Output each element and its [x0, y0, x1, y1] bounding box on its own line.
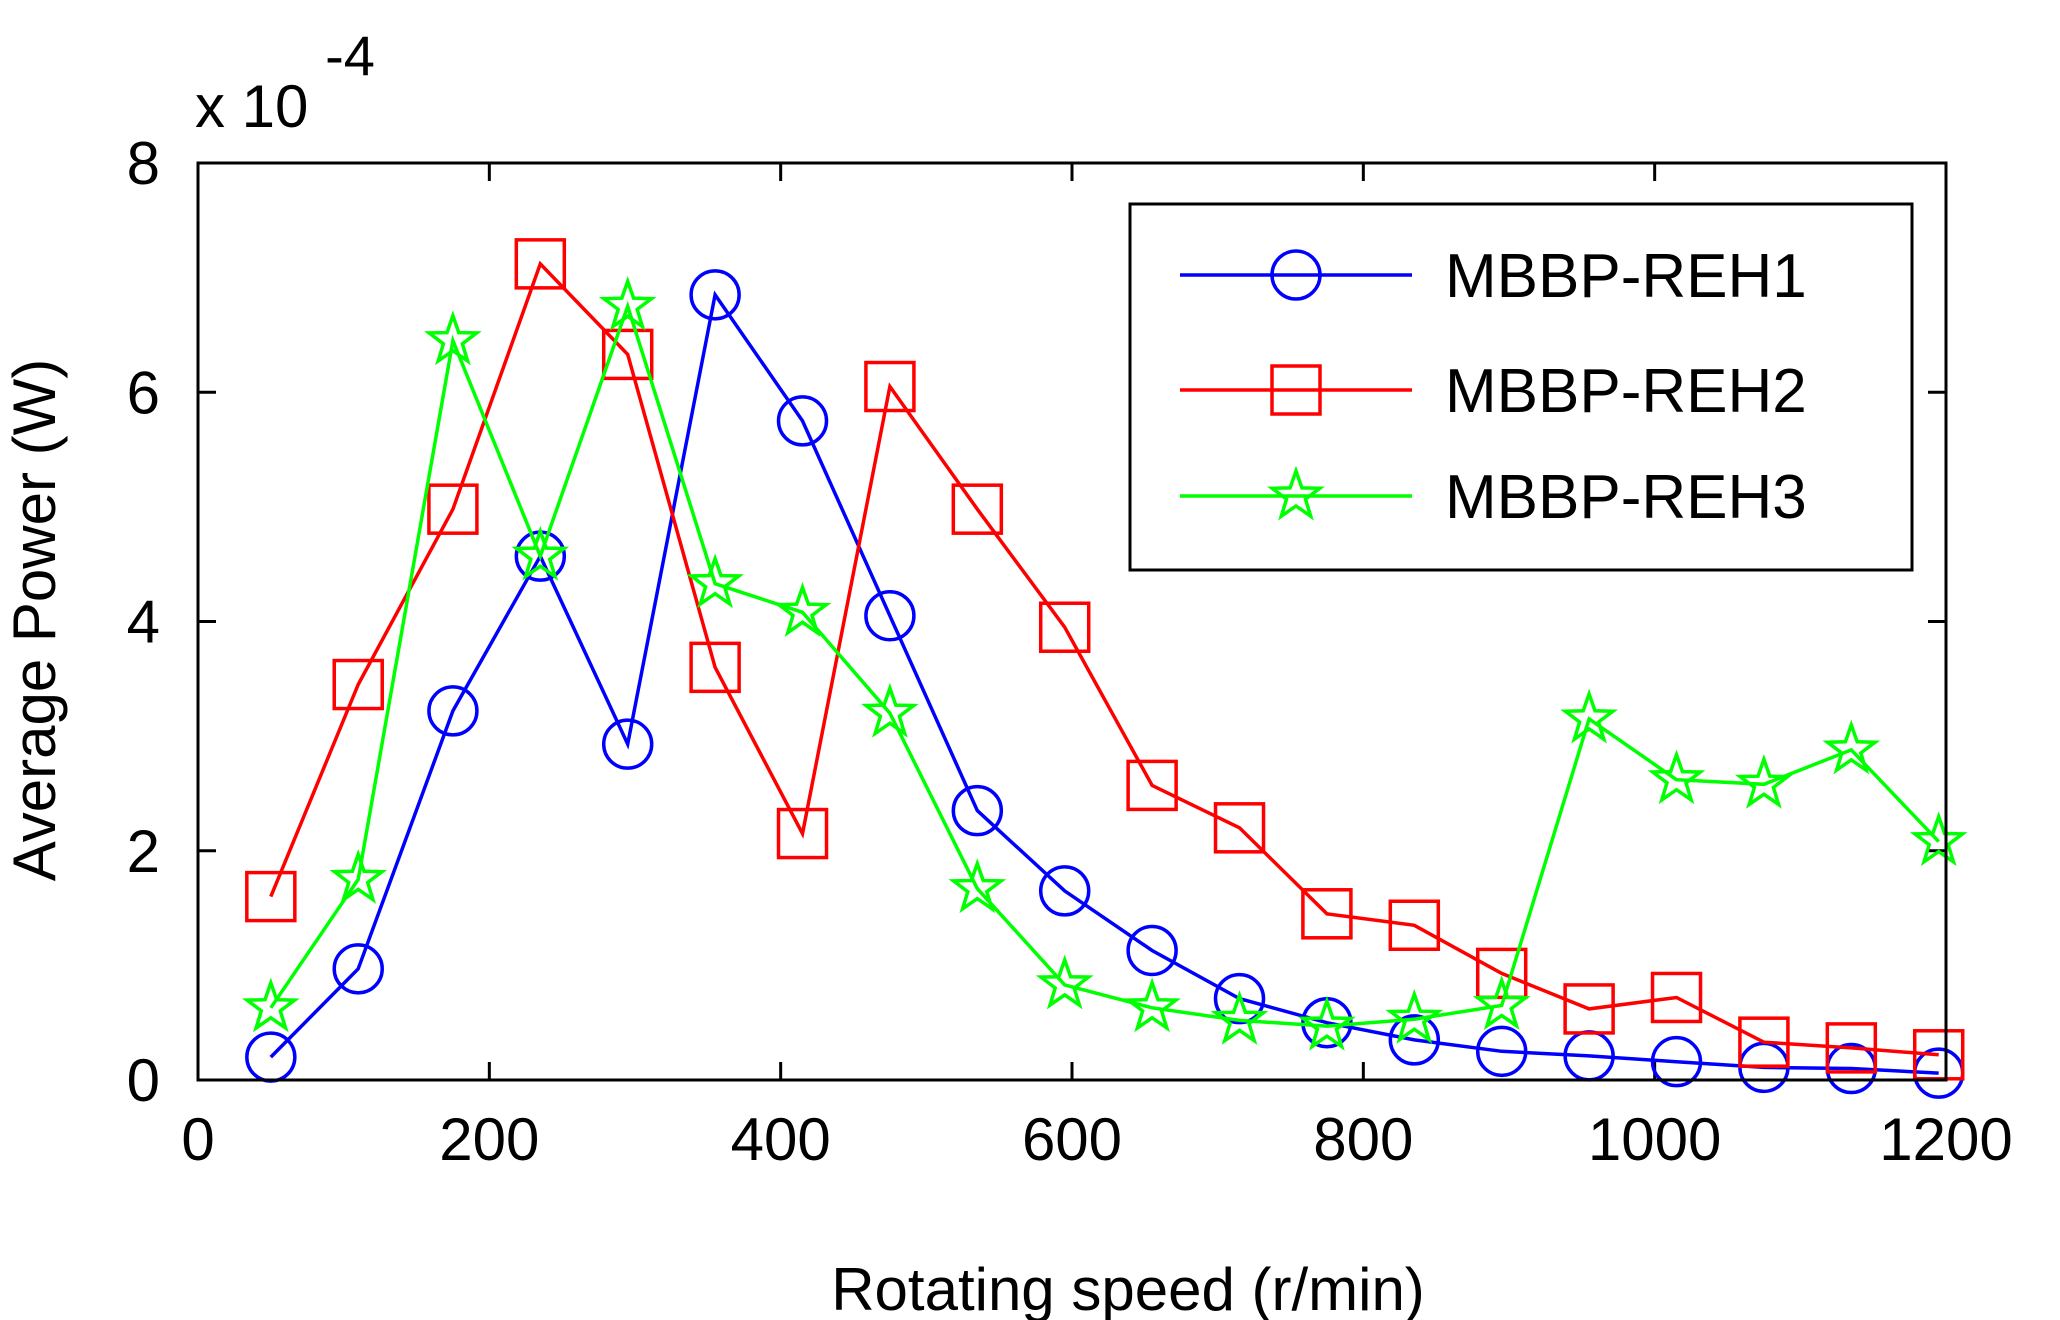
x-tick-label: 0 — [181, 1106, 214, 1173]
data-point — [1213, 802, 1266, 854]
data-point — [1735, 753, 1793, 809]
axes-frame — [196, 161, 1948, 1082]
x-tick-label: 400 — [731, 1106, 831, 1173]
legend-marker — [1270, 364, 1322, 416]
x-tick-label: 600 — [1022, 1106, 1122, 1173]
legend-marker — [1267, 465, 1325, 521]
axis-ticks: 0 200 400 600 800 1000 1200 0 2 4 6 8 — [127, 130, 2013, 1173]
data-point — [1909, 811, 1968, 867]
data-point — [1126, 759, 1178, 812]
data-point — [1475, 947, 1528, 1000]
data-point — [511, 525, 570, 581]
x-tick-label: 800 — [1313, 1106, 1413, 1173]
data-point — [689, 269, 741, 321]
y-tick-label: 8 — [127, 130, 160, 197]
plot-frame — [196, 161, 1948, 1082]
legend-item: MBBP-REH1 — [1180, 242, 1807, 311]
data-point — [1388, 899, 1441, 952]
data-point — [1472, 975, 1531, 1031]
data-point — [598, 275, 657, 331]
legend: MBBP-REH1 MBBP-REH2 MBBP-REH3 — [1128, 202, 1914, 572]
data-point — [1475, 1025, 1528, 1078]
series-line — [269, 260, 1939, 1057]
data-point — [1213, 972, 1266, 1025]
data-point — [686, 553, 744, 609]
data-point — [424, 310, 482, 366]
data-point — [245, 870, 297, 923]
data-point — [951, 483, 1004, 535]
data-point — [1301, 888, 1353, 940]
legend-label: MBBP-REH1 — [1445, 242, 1807, 311]
data-point — [332, 943, 384, 995]
data-point — [1388, 1014, 1441, 1066]
data-point — [1647, 749, 1706, 805]
data-point — [864, 360, 916, 413]
data-point — [948, 858, 1007, 914]
data-point — [1210, 990, 1269, 1045]
data-point — [242, 977, 300, 1033]
series-line — [269, 300, 1940, 1028]
y-axis-title: Average Power (W) — [1, 359, 68, 881]
data-point — [1822, 719, 1881, 775]
data-point — [776, 395, 829, 447]
legend-item: MBBP-REH3 — [1180, 463, 1807, 532]
series-line — [269, 290, 1939, 1075]
data-point — [1126, 924, 1178, 977]
data-point — [1035, 954, 1094, 1010]
y-axis-multiplier: x 10 -4 — [195, 24, 375, 140]
data-point — [864, 590, 916, 642]
data-point — [1038, 601, 1091, 653]
series-mbbp-reh2 — [245, 238, 1965, 1081]
data-series — [242, 238, 1968, 1099]
data-point — [1825, 1022, 1878, 1074]
legend-label: MBBP-REH3 — [1445, 463, 1807, 532]
series-mbbp-reh3 — [242, 275, 1968, 1051]
data-point — [427, 483, 479, 535]
data-point — [1563, 983, 1615, 1035]
data-point — [1123, 977, 1181, 1033]
y-tick-label: 0 — [127, 1047, 160, 1114]
data-point — [951, 784, 1004, 837]
legend-marker — [1270, 249, 1322, 301]
data-point — [861, 682, 919, 738]
data-point — [776, 807, 829, 860]
x-tick-label: 1200 — [1879, 1106, 2012, 1173]
data-point — [1385, 988, 1444, 1044]
data-point — [1650, 1035, 1703, 1088]
data-point — [689, 641, 741, 694]
y-tick-label: 4 — [127, 589, 160, 656]
data-point — [427, 685, 479, 737]
x-tick-label: 1000 — [1588, 1106, 1721, 1173]
multiplier-base: x 10 — [195, 73, 308, 140]
data-point — [1038, 865, 1091, 917]
x-axis-title: Rotating speed (r/min) — [831, 1256, 1425, 1320]
x-tick-label: 200 — [439, 1106, 539, 1173]
data-point — [1560, 688, 1618, 744]
data-point — [1298, 995, 1356, 1051]
legend-box — [1128, 202, 1914, 572]
data-point — [773, 581, 832, 637]
data-point — [332, 658, 384, 711]
data-point — [329, 849, 388, 904]
multiplier-exponent: -4 — [325, 24, 375, 87]
y-tick-label: 2 — [127, 818, 160, 885]
legend-label: MBBP-REH2 — [1445, 357, 1807, 426]
data-point — [1738, 1016, 1790, 1068]
data-point — [514, 238, 567, 290]
legend-item: MBBP-REH2 — [1180, 357, 1807, 426]
y-tick-label: 6 — [127, 359, 160, 426]
data-point — [1650, 971, 1703, 1024]
data-point — [601, 328, 654, 381]
data-point — [601, 718, 654, 770]
